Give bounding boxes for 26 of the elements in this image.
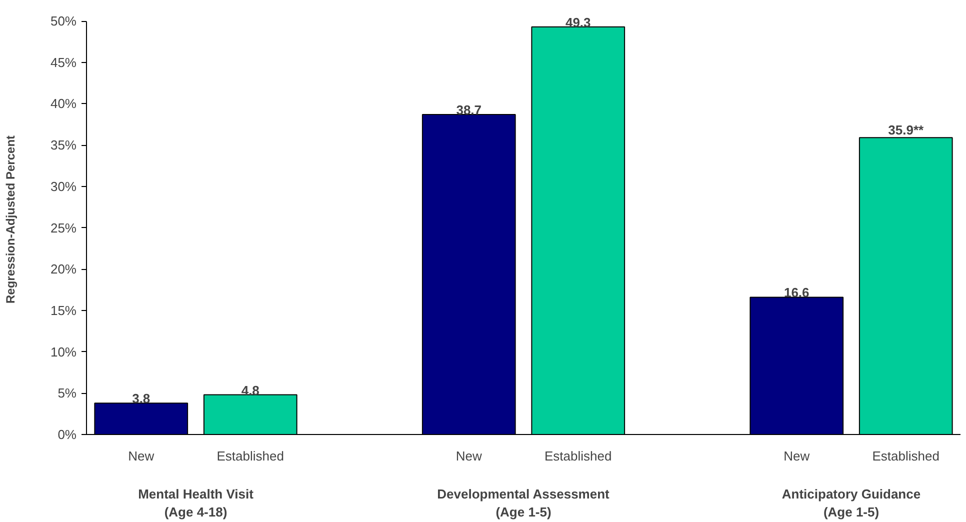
y-tick-label: 45% bbox=[50, 54, 77, 70]
x-tick-label: New bbox=[784, 448, 810, 464]
x-tick-label: Established bbox=[216, 448, 284, 464]
x-tick-label: New bbox=[456, 448, 482, 464]
text: Mental Health Visit (Age 4-18) bbox=[138, 486, 254, 520]
text: Anticipatory Guidance (Age 1-5) bbox=[782, 486, 921, 520]
data-label: 49.3 bbox=[565, 14, 591, 30]
y-axis-title: Regression-Adjusted Percent bbox=[3, 135, 18, 304]
x-tick-label: Established bbox=[544, 448, 612, 464]
x-tick-label: New bbox=[128, 448, 155, 464]
y-tick-label: 40% bbox=[50, 96, 77, 112]
y-tick-label: 35% bbox=[50, 138, 77, 153]
data-label: 38.7 bbox=[456, 102, 482, 118]
x-tick-label: Established bbox=[872, 448, 940, 464]
y-tick-label: 5% bbox=[58, 386, 77, 401]
data-label: 35.9** bbox=[888, 122, 925, 138]
y-tick-label: 25% bbox=[50, 220, 77, 236]
y-tick-label: 50% bbox=[50, 14, 77, 29]
data-label: 4.8 bbox=[241, 382, 260, 398]
y-tick-label: 15% bbox=[50, 302, 77, 318]
y-tick-label: 20% bbox=[50, 262, 77, 277]
y-tick-label: 0% bbox=[58, 427, 77, 442]
y-tick-label: 10% bbox=[50, 344, 77, 360]
y-tick-label: 30% bbox=[50, 178, 77, 194]
data-label: 16.6 bbox=[784, 285, 810, 300]
text: Developmental Assessment (Age 1-5) bbox=[437, 486, 610, 520]
